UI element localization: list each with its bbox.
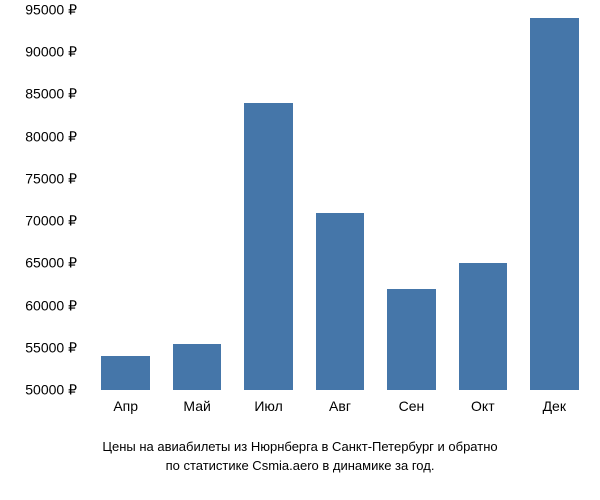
plot-area <box>90 10 590 390</box>
x-tick-label: Май <box>183 398 210 414</box>
bar <box>316 213 365 390</box>
bar <box>530 18 579 390</box>
bar <box>244 103 293 390</box>
bar <box>459 263 508 390</box>
bar <box>387 289 436 390</box>
y-tick-label: 50000 ₽ <box>25 382 77 399</box>
x-tick-label: Дек <box>543 398 566 414</box>
x-tick-label: Июл <box>254 398 282 414</box>
bars-area <box>90 10 590 390</box>
y-tick-label: 85000 ₽ <box>25 86 77 103</box>
y-tick-label: 95000 ₽ <box>25 2 77 19</box>
y-tick-label: 70000 ₽ <box>25 213 77 230</box>
y-tick-label: 60000 ₽ <box>25 297 77 314</box>
y-tick-label: 75000 ₽ <box>25 170 77 187</box>
y-tick-label: 65000 ₽ <box>25 255 77 272</box>
x-tick-label: Авг <box>329 398 351 414</box>
caption-line-1: Цены на авиабилеты из Нюрнберга в Санкт-… <box>102 439 497 454</box>
y-tick-label: 90000 ₽ <box>25 44 77 61</box>
caption-line-2: по статистике Csmia.aero в динамике за г… <box>166 458 435 473</box>
x-axis: Апр Май Июл Авг Сен Окт Дек <box>90 398 590 423</box>
chart-container: 50000 ₽ 55000 ₽ 60000 ₽ 65000 ₽ 70000 ₽ 75000… <box>0 0 600 500</box>
chart-caption: Цены на авиабилеты из Нюрнберга в Санкт-… <box>0 438 600 476</box>
x-tick-label: Апр <box>113 398 138 414</box>
x-tick-label: Сен <box>399 398 425 414</box>
y-tick-label: 80000 ₽ <box>25 128 77 145</box>
y-tick-label: 55000 ₽ <box>25 339 77 356</box>
bar <box>173 344 222 390</box>
bar <box>101 356 150 390</box>
y-axis: 50000 ₽55000 ₽60000 ₽65000 ₽70000 ₽75000… <box>0 10 85 390</box>
x-tick-label: Окт <box>471 398 495 414</box>
